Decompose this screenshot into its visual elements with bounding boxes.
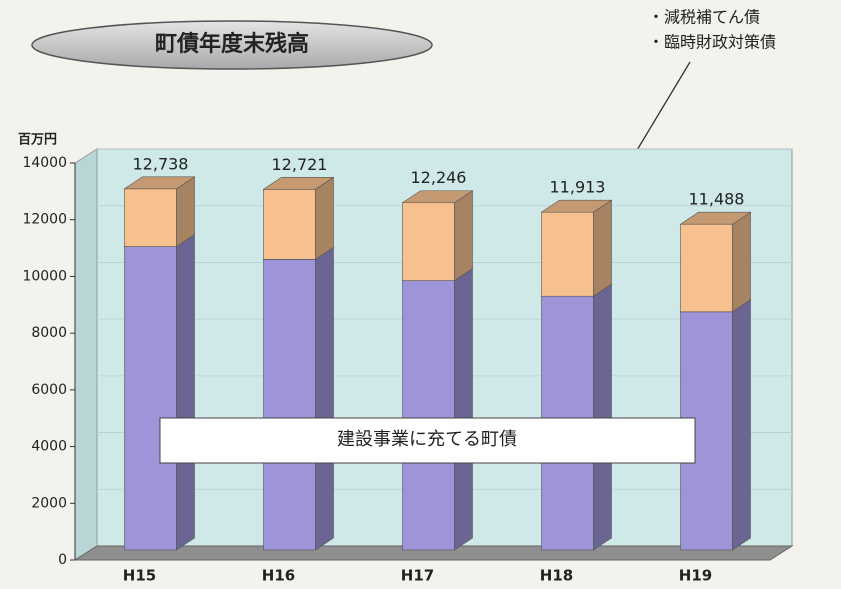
plot: 0 2000 4000 6000 8000 10000 12000 14000 H15 12,73…	[22, 148, 794, 585]
bar-segment	[263, 259, 316, 551]
bar-segment-side	[732, 211, 751, 313]
title-badge	[31, 20, 433, 70]
callout-line: ・臨時財政対策債	[648, 33, 776, 52]
side-wall	[74, 148, 98, 561]
bar-segment-top	[679, 211, 752, 225]
y-tick-label: 4000	[31, 439, 67, 455]
y-tick-label: 0	[58, 552, 67, 568]
legend-label: 建設事業に充てる町債	[337, 429, 517, 450]
bar-segment	[402, 280, 455, 551]
y-tick-label: 10000	[22, 268, 67, 284]
y-unit: 百万円	[18, 133, 57, 148]
chart-title: 町債年度末残高	[155, 31, 309, 57]
x-tick-label: H19	[679, 567, 712, 585]
bar-segment-side	[315, 246, 334, 551]
total-label: 12,738	[133, 154, 189, 173]
bar-segment-side	[176, 234, 195, 551]
total-label: 12,721	[272, 155, 328, 174]
x-tick-label: H17	[401, 567, 434, 585]
bar-segment-side	[593, 199, 612, 297]
bar-segment	[124, 188, 177, 247]
y-tick-label: 8000	[31, 325, 67, 341]
bar-segment-top	[401, 190, 474, 204]
bar-segment-top	[262, 176, 335, 190]
bar-segment-side	[454, 190, 473, 282]
bar-segment-top	[540, 199, 613, 213]
series-label-box	[159, 417, 696, 464]
y-tick-label: 2000	[31, 495, 67, 511]
x-tick-label: H18	[540, 567, 573, 585]
bar-segment	[124, 246, 177, 551]
bar-segment-side	[454, 268, 473, 551]
total-label: 11,488	[689, 190, 745, 209]
bar-segment-side	[315, 176, 334, 260]
callout-line: ・減税補てん債	[648, 8, 760, 27]
x-tick-label: H15	[123, 567, 156, 585]
bar-segment-top	[123, 176, 196, 190]
y-tick-label: 6000	[31, 382, 67, 398]
bar-segment	[263, 188, 316, 260]
total-label: 11,913	[550, 178, 606, 197]
total-label: 12,246	[411, 168, 467, 187]
bar-segment	[680, 223, 733, 313]
bar-segment	[541, 211, 594, 297]
bar-segment	[402, 202, 455, 281]
floor	[73, 545, 794, 561]
y-tick-label: 14000	[22, 155, 67, 171]
bar-segment-side	[732, 299, 751, 551]
x-tick-label: H16	[262, 567, 295, 585]
y-tick-label: 12000	[22, 212, 67, 228]
bar-segment-side	[593, 283, 612, 551]
